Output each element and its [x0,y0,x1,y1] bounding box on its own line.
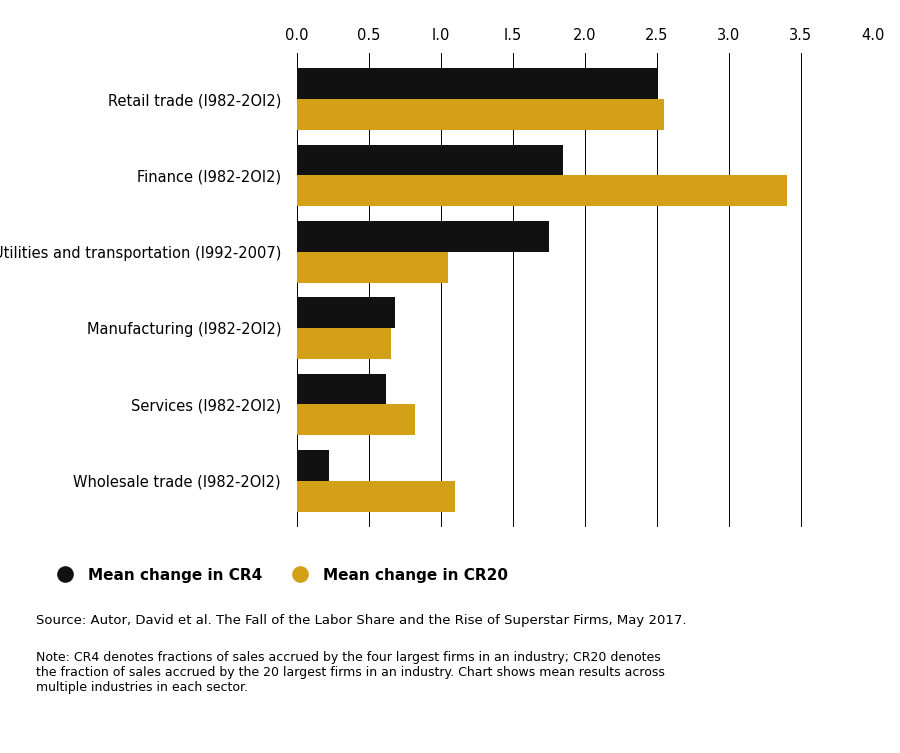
Bar [297,450,328,481]
Bar [297,297,395,328]
Bar [297,481,455,512]
Bar [297,175,787,206]
Bar [297,221,549,252]
Legend: Mean change in CR4, Mean change in CR20: Mean change in CR4, Mean change in CR20 [43,562,515,589]
Bar [297,252,448,282]
Bar [297,99,664,130]
Bar [297,328,391,359]
Text: Note: CR4 denotes fractions of sales accrued by the four largest firms in an ind: Note: CR4 denotes fractions of sales acc… [36,651,665,694]
Bar [297,373,386,404]
Text: Source: Autor, David et al. The Fall of the Labor Share and the Rise of Supersta: Source: Autor, David et al. The Fall of … [36,614,687,626]
Bar [297,145,563,175]
Bar [297,404,415,435]
Bar [297,68,657,99]
